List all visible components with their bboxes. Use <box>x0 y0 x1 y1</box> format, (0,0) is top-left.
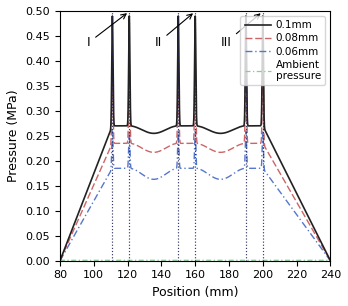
Text: I: I <box>87 14 126 49</box>
Ambient
pressure <box>107 259 111 262</box>
0.08mm <box>220 151 224 154</box>
0.1mm <box>220 132 224 135</box>
Ambient
pressure <box>280 259 284 262</box>
0.06mm <box>260 157 264 161</box>
Ambient
pressure <box>329 259 333 262</box>
0.06mm <box>280 193 284 197</box>
0.06mm <box>127 129 131 133</box>
0.1mm <box>280 163 284 167</box>
Ambient
pressure <box>234 259 238 262</box>
0.08mm <box>127 59 131 63</box>
0.08mm <box>329 259 333 263</box>
0.1mm <box>234 127 238 130</box>
0.08mm <box>161 147 165 151</box>
0.1mm <box>329 259 333 263</box>
Line: 0.1mm: 0.1mm <box>60 16 331 261</box>
Text: II: II <box>155 14 192 49</box>
0.06mm <box>220 177 224 181</box>
0.06mm <box>329 259 333 263</box>
0.08mm <box>58 259 62 263</box>
Line: 0.06mm: 0.06mm <box>60 131 331 261</box>
X-axis label: Position (mm): Position (mm) <box>152 286 238 299</box>
0.1mm <box>127 14 131 18</box>
0.08mm <box>234 144 238 148</box>
Ambient
pressure <box>161 259 165 262</box>
0.08mm <box>280 176 284 179</box>
Ambient
pressure <box>220 259 224 262</box>
0.1mm <box>260 96 264 100</box>
Y-axis label: Pressure (MPa): Pressure (MPa) <box>7 90 20 182</box>
Line: 0.08mm: 0.08mm <box>60 61 331 261</box>
0.08mm <box>107 149 111 152</box>
0.08mm <box>260 121 264 124</box>
Text: III: III <box>221 14 260 49</box>
0.1mm <box>107 132 111 136</box>
0.06mm <box>107 172 111 176</box>
0.1mm <box>161 129 165 133</box>
0.1mm <box>58 259 62 263</box>
0.06mm <box>58 259 62 263</box>
Ambient
pressure <box>260 259 264 262</box>
0.06mm <box>161 174 165 177</box>
Ambient
pressure <box>58 259 62 262</box>
Legend: 0.1mm, 0.08mm, 0.06mm, Ambient
pressure: 0.1mm, 0.08mm, 0.06mm, Ambient pressure <box>240 16 325 85</box>
0.06mm <box>234 170 238 174</box>
